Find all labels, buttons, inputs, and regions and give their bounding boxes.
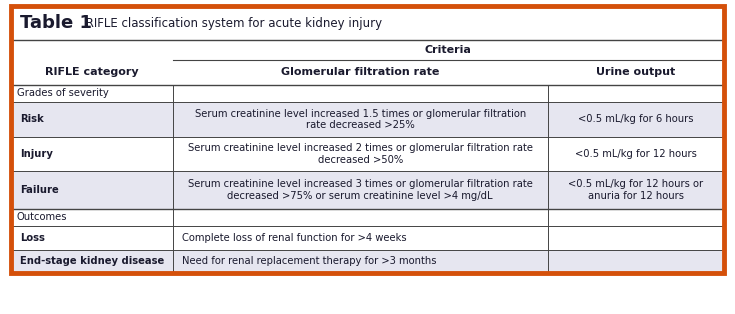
Bar — [11, 6, 724, 40]
Bar — [11, 102, 724, 137]
Text: Injury: Injury — [20, 149, 53, 159]
Text: Serum creatinine level increased 3 times or glomerular filtration rate
decreased: Serum creatinine level increased 3 times… — [187, 179, 533, 201]
Text: End-stage kidney disease: End-stage kidney disease — [20, 257, 164, 266]
Text: Need for renal replacement therapy for >3 months: Need for renal replacement therapy for >… — [182, 257, 436, 266]
Bar — [11, 250, 724, 273]
Text: RIFLE classification system for acute kidney injury: RIFLE classification system for acute ki… — [82, 17, 382, 30]
Text: RIFLE category: RIFLE category — [45, 67, 139, 77]
Bar — [11, 40, 724, 60]
Bar — [11, 60, 724, 85]
Text: Urine output: Urine output — [596, 67, 675, 77]
Text: Risk: Risk — [20, 114, 43, 124]
Text: <0.5 mL/kg for 12 hours: <0.5 mL/kg for 12 hours — [575, 149, 697, 159]
Text: <0.5 mL/kg for 6 hours: <0.5 mL/kg for 6 hours — [578, 114, 694, 124]
Text: Table 1: Table 1 — [20, 14, 92, 32]
Bar — [11, 85, 724, 102]
Bar — [11, 209, 724, 226]
Text: Grades of severity: Grades of severity — [17, 89, 109, 98]
Text: Loss: Loss — [20, 233, 45, 243]
Bar — [11, 137, 724, 171]
Bar — [11, 171, 724, 209]
Bar — [11, 6, 724, 273]
Text: Glomerular filtration rate: Glomerular filtration rate — [281, 67, 440, 77]
Text: Outcomes: Outcomes — [17, 213, 68, 222]
Text: <0.5 mL/kg for 12 hours or
anuria for 12 hours: <0.5 mL/kg for 12 hours or anuria for 12… — [568, 179, 703, 201]
Text: Serum creatinine level increased 2 times or glomerular filtration rate
decreased: Serum creatinine level increased 2 times… — [187, 143, 533, 165]
Bar — [11, 6, 724, 273]
Text: Failure: Failure — [20, 185, 59, 195]
Text: Criteria: Criteria — [425, 45, 472, 55]
Text: Complete loss of renal function for >4 weeks: Complete loss of renal function for >4 w… — [182, 233, 406, 243]
Bar — [11, 226, 724, 250]
Text: Serum creatinine level increased 1.5 times or glomerular filtration
rate decreas: Serum creatinine level increased 1.5 tim… — [195, 109, 526, 130]
